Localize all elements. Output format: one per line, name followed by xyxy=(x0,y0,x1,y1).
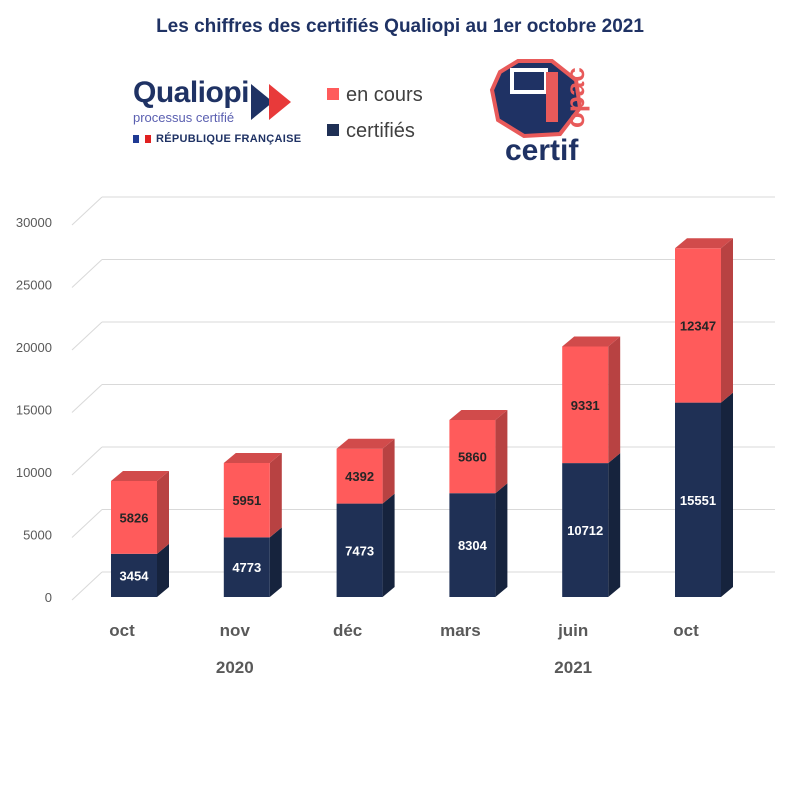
bar-certifiés xyxy=(336,503,383,597)
republique-francaise-label: RÉPUBLIQUE FRANÇAISE xyxy=(133,133,301,145)
bar-en cours xyxy=(449,419,496,494)
y-tick-label: 0 xyxy=(45,590,52,605)
grid-slant-5 xyxy=(71,259,103,288)
bar-top-en cours xyxy=(562,336,621,347)
bar-side-en cours xyxy=(608,336,621,464)
bar-top-en cours xyxy=(675,238,733,249)
data-label-certifiés: 8304 xyxy=(458,538,488,553)
bar-side-en cours xyxy=(382,438,395,504)
bar-en cours xyxy=(111,481,157,554)
data-label-certifiés: 15551 xyxy=(680,493,716,508)
qualiopi-wordmark: Qualiopi xyxy=(133,76,250,109)
bar-en cours xyxy=(675,248,721,403)
republique-text: RÉPUBLIQUE FRANÇAISE xyxy=(156,133,302,145)
data-label-certifiés: 3454 xyxy=(120,568,150,583)
french-flag-icon xyxy=(133,135,151,144)
x-category-label: nov xyxy=(220,621,251,640)
bar-certifiés xyxy=(562,463,609,597)
data-label-en cours: 9331 xyxy=(571,398,600,413)
bar-side-certifiés xyxy=(608,453,621,597)
bar-side-en cours xyxy=(157,471,169,554)
legend-swatch-certifies xyxy=(327,124,339,136)
qualiopi-logo: Qualiopi processus certifié RÉPUBLIQUE F… xyxy=(133,78,301,145)
certif-wordmark: certif xyxy=(505,134,579,167)
qualiopi-subtitle: processus certifié xyxy=(133,110,235,125)
y-tick-label: 30000 xyxy=(16,215,52,230)
y-tick-label: 5000 xyxy=(23,528,52,543)
data-label-certifiés: 7473 xyxy=(345,543,374,558)
data-label-en cours: 5951 xyxy=(232,493,261,508)
bar-certifiés xyxy=(111,553,157,597)
bar-side-certifiés xyxy=(269,527,282,597)
certif-opac-logo-icon xyxy=(489,59,583,139)
data-label-certifiés: 10712 xyxy=(567,523,603,538)
legend-label-en-cours: en cours xyxy=(346,84,423,106)
chart-title: Les chiffres des certifiés Qualiopi au 1… xyxy=(156,16,644,37)
grid-slant-0 xyxy=(71,571,103,601)
x-category-label: oct xyxy=(673,621,699,640)
bar-en cours xyxy=(336,448,383,504)
bar-side-certifiés xyxy=(495,483,508,597)
bar-side-en cours xyxy=(269,452,282,538)
grid-slant-2 xyxy=(71,446,103,476)
bar-certifiés xyxy=(449,493,496,597)
y-tick-label: 20000 xyxy=(16,340,52,355)
bar-side-en cours xyxy=(495,409,508,494)
bar-top-en cours xyxy=(449,409,508,420)
data-label-certifiés: 4773 xyxy=(232,560,261,575)
x-category-label: mars xyxy=(440,621,481,640)
data-label-en cours: 12347 xyxy=(680,318,716,333)
y-tick-label: 10000 xyxy=(16,465,52,480)
legend-label-certifies: certifiés xyxy=(346,120,415,142)
bar-side-certifiés xyxy=(721,392,733,597)
legend-certifies: certifiés xyxy=(327,120,415,143)
bar-top-en cours xyxy=(223,452,282,463)
x-category-label: déc xyxy=(333,621,362,640)
y-tick-label: 25000 xyxy=(16,278,52,293)
bar-side-certifiés xyxy=(382,493,395,597)
grid-slant-1 xyxy=(71,509,103,538)
bar-top-en cours xyxy=(111,471,169,481)
x-category-label: juin xyxy=(557,621,588,640)
bar-certifiés xyxy=(675,402,721,597)
grid-slant-6 xyxy=(71,196,103,226)
bar-side-en cours xyxy=(721,238,733,403)
data-label-en cours: 5860 xyxy=(458,450,487,465)
grid-slant-4 xyxy=(71,321,103,351)
legend-en-cours: en cours xyxy=(327,84,423,107)
bar-side-certifiés xyxy=(157,543,169,597)
bar-top-en cours xyxy=(336,438,395,449)
y-tick-label: 15000 xyxy=(16,403,52,418)
bar-en cours xyxy=(223,462,270,538)
x-category-label: oct xyxy=(109,621,135,640)
qualiopi-arrows-icon xyxy=(251,84,291,120)
bar-en cours xyxy=(562,346,609,464)
data-label-en cours: 5826 xyxy=(120,510,149,525)
data-label-en cours: 4392 xyxy=(345,469,374,484)
year-label: 2020 xyxy=(216,658,254,677)
legend-swatch-en-cours xyxy=(327,88,339,100)
year-label: 2021 xyxy=(554,658,592,677)
bar-certifiés xyxy=(223,537,270,597)
grid-slant-3 xyxy=(71,384,103,413)
